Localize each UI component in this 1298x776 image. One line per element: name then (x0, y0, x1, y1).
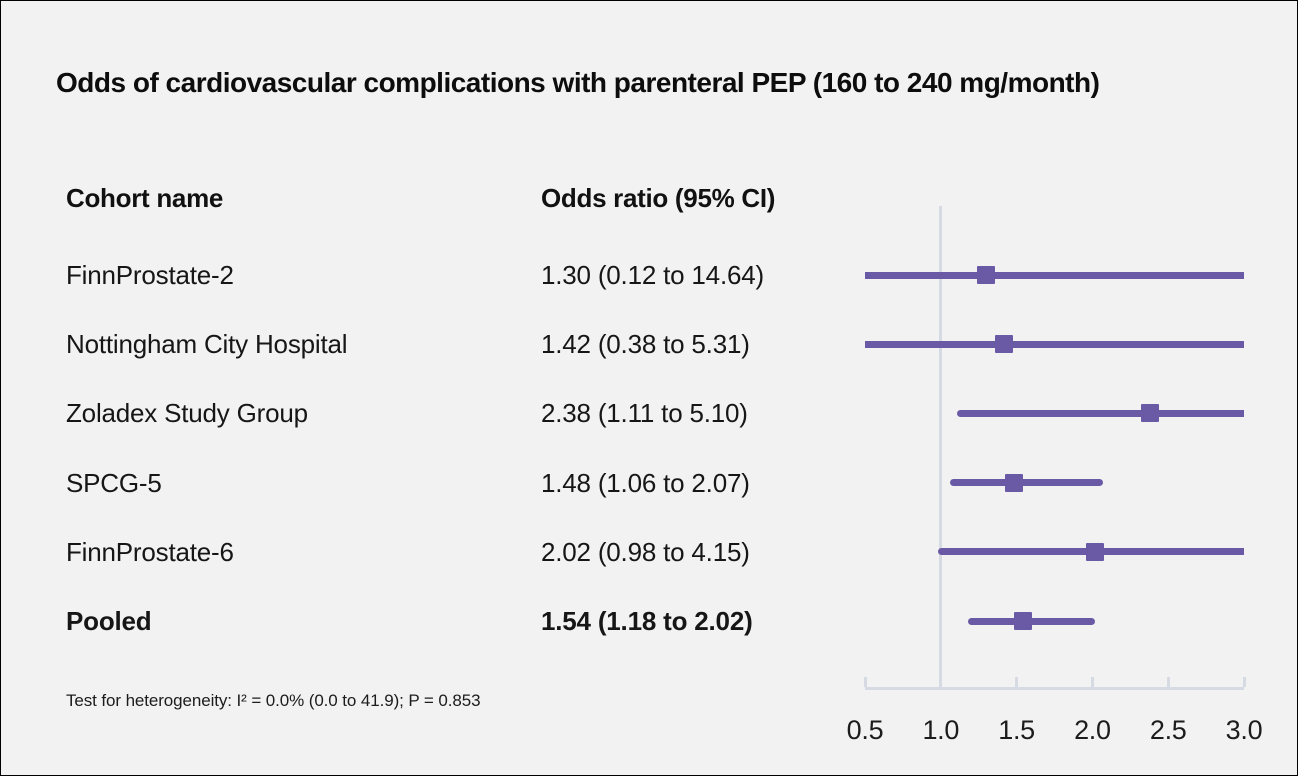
x-axis-tick-label: 1.5 (998, 715, 1035, 745)
cohort-label: FinnProstate-6 (66, 536, 234, 567)
chart-title: Odds of cardiovascular complications wit… (56, 67, 1100, 98)
x-axis-tick-label: 2.0 (1074, 715, 1111, 745)
heterogeneity-note: Test for heterogeneity: I² = 0.0% (0.0 t… (66, 691, 481, 710)
x-axis-tick (1242, 677, 1246, 687)
x-axis-line (865, 687, 1244, 690)
column-header-odds-ratio: Odds ratio (95% CI) (541, 183, 776, 213)
odds-ratio-value: 1.30 (0.12 to 14.64) (541, 260, 764, 290)
x-axis-tick-label: 0.5 (846, 715, 884, 745)
column-header-cohort: Cohort name (66, 183, 224, 213)
or-marker (977, 266, 996, 284)
odds-ratio-value: 2.38 (1.11 to 5.10) (541, 398, 748, 429)
reference-line (939, 206, 943, 687)
x-axis-tick (1166, 677, 1170, 687)
x-axis-tick-label: 1.0 (922, 715, 960, 745)
ci-line (949, 479, 1103, 487)
or-marker (1141, 404, 1159, 423)
or-marker (1013, 612, 1032, 630)
odds-ratio-value: 1.42 (0.38 to 5.31) (541, 329, 750, 360)
odds-ratio-value: 1.48 (1.06 to 2.07) (541, 467, 750, 498)
or-marker (1086, 542, 1105, 561)
x-axis-tick (1015, 677, 1019, 687)
cohort-label: SPCG-5 (66, 467, 162, 498)
x-axis-tick (863, 677, 867, 687)
x-axis-tick (1090, 677, 1094, 687)
cohort-label: FinnProstate-2 (66, 260, 234, 290)
odds-ratio-value: 2.02 (0.98 to 4.15) (541, 536, 750, 567)
x-axis-tick-label: 3.0 (1225, 715, 1263, 745)
cohort-label: Pooled (66, 606, 152, 636)
or-marker (1004, 473, 1023, 492)
cohort-label: Nottingham City Hospital (66, 329, 348, 360)
or-marker (995, 335, 1014, 354)
odds-ratio-value: 1.54 (1.18 to 2.02) (541, 606, 753, 636)
x-axis-tick-label: 2.5 (1149, 715, 1187, 745)
ci-line (865, 340, 1244, 348)
cohort-label: Zoladex Study Group (66, 398, 308, 429)
x-axis-tick (939, 677, 943, 687)
ci-line (968, 617, 1096, 625)
ci-line (865, 271, 1244, 279)
ci-line (957, 409, 1244, 417)
